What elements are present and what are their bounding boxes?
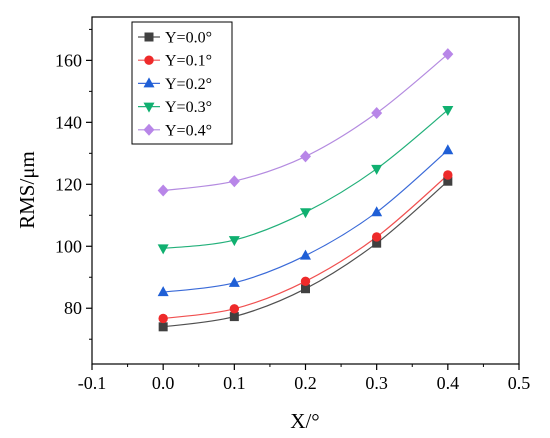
legend-marker bbox=[143, 102, 155, 113]
legend-entry-label: Y=0.4° bbox=[165, 122, 212, 139]
legend-entry-label: Y=0.1° bbox=[165, 53, 212, 70]
data-point-series-4 bbox=[228, 175, 240, 188]
data-point-series-1 bbox=[229, 304, 240, 314]
y-tick-label: 160 bbox=[55, 50, 82, 70]
data-point-series-3 bbox=[300, 208, 311, 219]
y-tick-label: 120 bbox=[55, 174, 82, 194]
data-point-series-1 bbox=[371, 232, 382, 242]
data-point-series-3 bbox=[157, 244, 169, 255]
y-tick-label: 140 bbox=[55, 112, 82, 132]
series-line-1 bbox=[163, 174, 449, 320]
x-tick-label: 0.5 bbox=[508, 373, 531, 393]
data-point-series-0 bbox=[443, 176, 453, 186]
y-axis-ticks: 80 100 120 140 160 bbox=[55, 28, 92, 340]
data-point-series-3 bbox=[371, 164, 383, 175]
x-tick-label: 0.2 bbox=[294, 373, 317, 393]
data-point-series-4 bbox=[442, 48, 454, 61]
data-point-series-0 bbox=[372, 238, 382, 248]
data-point-series-2 bbox=[371, 206, 383, 217]
x-tick-label: -0.1 bbox=[78, 373, 107, 393]
series-line-2 bbox=[163, 149, 449, 293]
legend-marker bbox=[143, 123, 155, 136]
data-point-series-4 bbox=[157, 184, 169, 197]
legend-entry-label: Y=0.0° bbox=[165, 30, 212, 47]
data-point-series-4 bbox=[371, 107, 383, 120]
data-point-series-2 bbox=[228, 276, 240, 287]
data-point-series-1 bbox=[300, 276, 311, 286]
legend-marker bbox=[144, 32, 154, 42]
data-point-series-3 bbox=[442, 105, 454, 116]
data-point-series-2 bbox=[442, 144, 454, 155]
legend: Y=0.0° Y=0.1° Y=0.2° Y=0.3° Y=0.4° bbox=[131, 21, 233, 145]
x-tick-label: 0.1 bbox=[223, 373, 246, 393]
x-tick-label: 0.0 bbox=[152, 373, 175, 393]
legend-entry-label: Y=0.2° bbox=[165, 76, 212, 93]
x-tick-label: 0.3 bbox=[365, 373, 388, 393]
x-tick-label: 0.4 bbox=[437, 373, 460, 393]
legend-entry-label: Y=0.3° bbox=[165, 99, 212, 116]
data-point-series-1 bbox=[443, 170, 453, 180]
data-point-series-2 bbox=[300, 249, 311, 260]
data-point-series-2 bbox=[157, 286, 169, 297]
y-tick-label: 100 bbox=[55, 236, 82, 256]
data-point-series-0 bbox=[158, 322, 168, 332]
data-point-series-0 bbox=[229, 312, 239, 322]
data-point-series-1 bbox=[158, 313, 168, 324]
data-point-series-0 bbox=[301, 284, 310, 294]
legend-marker bbox=[144, 55, 154, 65]
data-point-series-3 bbox=[228, 236, 240, 247]
y-axis-label: RMS/μm bbox=[15, 151, 39, 229]
x-axis-label: X/° bbox=[290, 409, 319, 433]
legend-marker bbox=[143, 77, 155, 88]
y-tick-label: 80 bbox=[64, 298, 82, 318]
series-markers bbox=[157, 48, 454, 332]
x-axis-ticks: -0.1 0.0 0.1 0.2 0.3 0.4 0.5 bbox=[78, 364, 531, 393]
data-point-series-4 bbox=[300, 150, 311, 163]
